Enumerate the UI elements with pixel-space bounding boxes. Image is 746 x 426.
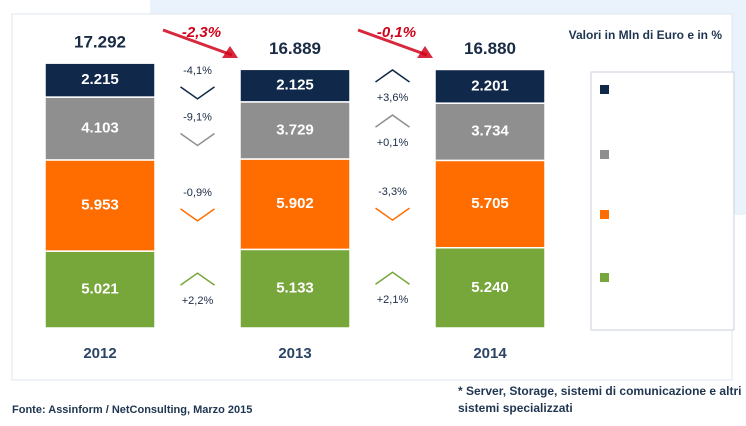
source: Fonte: Assinform / NetConsulting, Marzo … — [12, 404, 252, 416]
legend-swatch — [600, 273, 609, 282]
change-label: +2,2% — [182, 295, 214, 307]
bar-segment — [44, 159, 156, 252]
change-chevron — [375, 114, 410, 128]
footnote-box: * Server, Storage, sistemi di comunicazi… — [458, 384, 742, 415]
total-label: 16.880 — [464, 39, 516, 58]
legend-swatch — [600, 210, 609, 219]
legend-entry: Enterprise & Specialized Systems * — [612, 146, 730, 202]
bar-segment — [239, 68, 351, 103]
change-label: +3,6% — [377, 92, 409, 104]
value-label: 5.953 — [81, 196, 119, 213]
total-change-label: -0,1% — [377, 24, 416, 41]
value-label: 3.734 — [471, 123, 509, 140]
value-label: 2.201 — [471, 77, 509, 94]
change-label: -0,9% — [183, 187, 212, 199]
legend-entry: Home & Office Devices — [612, 81, 730, 137]
bar-segment — [44, 62, 156, 98]
bar-segment — [434, 246, 546, 329]
change-chevron — [180, 132, 215, 147]
value-label: 5.705 — [471, 195, 509, 212]
x-tick-label: 2014 — [473, 345, 507, 362]
bar-segment — [44, 250, 156, 329]
bar-segment — [239, 101, 351, 160]
bar-segment — [44, 96, 156, 161]
bar-segment — [434, 102, 546, 162]
value-label: 2.125 — [276, 77, 314, 94]
total-change-arrow — [357, 28, 428, 57]
legend-swatch — [600, 85, 609, 94]
value-label: 3.729 — [276, 121, 314, 138]
change-label: -3,3% — [378, 186, 407, 198]
total-label: 16.889 — [269, 39, 321, 58]
total-change-label: -2,3% — [182, 24, 221, 41]
bar-segment — [434, 68, 546, 104]
change-chevron — [375, 271, 410, 285]
value-label: 5.240 — [471, 279, 509, 296]
change-chevron — [375, 207, 410, 222]
arrow-head — [417, 46, 433, 58]
legend-entry: Infrastrutture ICT — [612, 269, 730, 325]
change-label: +0,1% — [377, 137, 409, 149]
legend-entry: Personal & Mobile Devices — [612, 206, 730, 262]
change-label: -4,1% — [183, 65, 212, 77]
change-chevron — [180, 272, 215, 286]
value-label: 4.103 — [81, 119, 119, 136]
legend-swatch — [600, 150, 609, 159]
change-label: +2,1% — [377, 294, 409, 306]
subtitle: Valori in Mln di Euro e in % — [569, 28, 723, 42]
value-label: 5.902 — [276, 195, 314, 212]
total-label: 17.292 — [74, 33, 126, 52]
change-chevron — [375, 69, 410, 83]
change-chevron — [180, 208, 215, 222]
change-label: -9,1% — [183, 111, 212, 123]
value-label: 2.215 — [81, 71, 119, 88]
change-chevron — [180, 86, 215, 100]
x-tick-label: 2012 — [83, 345, 116, 362]
arrow-head — [222, 46, 238, 58]
legend-box — [590, 71, 735, 331]
footnote: * Server, Storage, sistemi di comunicazi… — [458, 384, 742, 415]
bar-segment — [239, 248, 351, 329]
total-change-arrow — [162, 28, 233, 57]
value-label: 5.133 — [276, 280, 314, 297]
x-tick-label: 2013 — [278, 345, 311, 362]
value-label: 5.021 — [81, 281, 119, 298]
